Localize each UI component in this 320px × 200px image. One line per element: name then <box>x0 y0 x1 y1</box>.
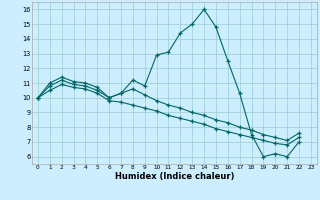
X-axis label: Humidex (Indice chaleur): Humidex (Indice chaleur) <box>115 172 234 181</box>
